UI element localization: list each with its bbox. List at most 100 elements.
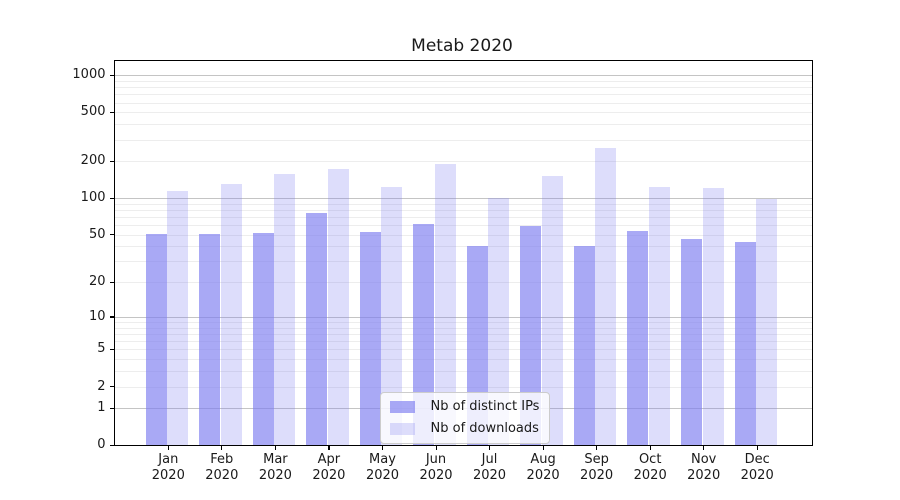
minor-gridline xyxy=(114,94,812,96)
minor-gridline xyxy=(114,371,812,373)
y-tick-2 xyxy=(109,386,115,388)
bar-downloads-oct xyxy=(648,187,670,445)
y-tick-label-100: 100 xyxy=(80,190,106,206)
x-tick-label-jun: Jun 2020 xyxy=(419,452,453,483)
x-tick-jun xyxy=(435,445,437,450)
legend-item-downloads: Nb of downloads xyxy=(389,421,540,436)
major-gridline xyxy=(114,316,812,318)
minor-gridline xyxy=(114,282,812,284)
y-tick-100 xyxy=(109,197,115,199)
y-tick-label-500: 500 xyxy=(80,104,106,120)
bar-distinct-ips-may xyxy=(359,231,381,445)
minor-gridline xyxy=(114,349,812,351)
minor-gridline xyxy=(114,386,812,388)
x-tick-dec xyxy=(756,445,758,450)
minor-gridline xyxy=(114,333,812,335)
legend-label-downloads: Nb of downloads xyxy=(430,421,539,436)
y-tick-5 xyxy=(109,348,115,351)
bar-downloads-sep xyxy=(595,147,617,445)
bar-distinct-ips-feb xyxy=(199,233,221,445)
x-tick-aug xyxy=(542,445,544,450)
bar-downloads-jul xyxy=(488,197,510,445)
legend-item-distinct-ips: Nb of distinct IPs xyxy=(389,399,540,414)
bar-distinct-ips-jan xyxy=(145,233,167,445)
y-tick-10 xyxy=(109,316,115,318)
x-tick-label-apr: Apr 2020 xyxy=(312,452,346,483)
bar-downloads-dec xyxy=(756,198,778,445)
x-tick-label-nov: Nov 2020 xyxy=(687,452,721,483)
x-tick-apr xyxy=(328,445,330,450)
minor-gridline xyxy=(114,81,812,82)
minor-gridline xyxy=(114,341,812,343)
minor-gridline xyxy=(114,246,812,248)
legend-label-distinct-ips: Nb of distinct IPs xyxy=(430,399,540,414)
minor-gridline xyxy=(114,87,812,89)
plot-area: 0 1 2 5 10 20 50 100 200 500 1000 Jan 2020 Feb 2020 Ma… xyxy=(72,60,813,483)
x-tick-nov xyxy=(703,445,705,450)
minor-gridline xyxy=(114,322,812,323)
legend-swatch-distinct-ips xyxy=(389,400,415,413)
minor-gridline xyxy=(114,217,812,218)
x-tick-label-oct: Oct 2020 xyxy=(633,452,667,483)
y-tick-1 xyxy=(109,407,115,409)
bar-distinct-ips-aug xyxy=(520,226,542,445)
y-tick-label-0: 0 xyxy=(97,437,106,452)
x-tick-label-jan: Jan 2020 xyxy=(151,452,185,483)
x-tick-label-mar: Mar 2020 xyxy=(258,452,292,483)
y-tick-label-2: 2 xyxy=(97,378,106,394)
minor-gridline xyxy=(114,139,812,141)
chart-title: Metab 2020 xyxy=(411,36,513,56)
minor-gridline xyxy=(114,112,812,114)
y-tick-label-5: 5 xyxy=(97,341,106,357)
bar-downloads-nov xyxy=(702,188,724,445)
bar-downloads-jun xyxy=(434,164,456,445)
y-tick-0 xyxy=(109,444,115,446)
y-tick-20 xyxy=(109,281,115,283)
x-tick-may xyxy=(382,445,384,450)
bar-distinct-ips-nov xyxy=(681,239,702,445)
bar-distinct-ips-apr xyxy=(306,212,328,445)
bar-downloads-feb xyxy=(220,183,242,445)
x-tick-oct xyxy=(649,445,651,450)
minor-gridline xyxy=(114,359,812,361)
legend-swatch-downloads xyxy=(389,422,415,435)
major-gridline xyxy=(114,198,812,200)
minor-gridline xyxy=(114,124,812,126)
minor-gridline xyxy=(114,203,812,205)
x-tick-label-jul: Jul 2020 xyxy=(472,452,507,483)
y-tick-label-50: 50 xyxy=(88,226,106,242)
y-tick-label-1000: 1000 xyxy=(72,67,106,83)
minor-gridline xyxy=(114,327,812,329)
x-tick-label-feb: Feb 2020 xyxy=(205,452,239,483)
minor-gridline xyxy=(114,261,812,263)
bar-downloads-mar xyxy=(274,173,296,445)
y-tick-500 xyxy=(109,111,115,114)
bar-distinct-ips-sep xyxy=(573,246,595,445)
bar-distinct-ips-dec xyxy=(734,241,756,445)
x-tick-jan xyxy=(167,445,169,450)
x-tick-label-aug: Aug 2020 xyxy=(526,452,560,483)
major-gridline xyxy=(114,75,812,77)
bar-distinct-ips-jun xyxy=(413,224,435,445)
bar-downloads-may xyxy=(381,186,403,445)
bar-downloads-apr xyxy=(327,169,349,445)
y-tick-label-10: 10 xyxy=(88,308,106,324)
legend: Nb of distinct IPs Nb of downloads xyxy=(379,392,551,444)
x-tick-label-dec: Dec 2020 xyxy=(740,452,774,483)
minor-gridline xyxy=(114,225,812,227)
bar-downloads-jan xyxy=(167,190,189,445)
y-tick-label-1: 1 xyxy=(97,400,106,416)
y-tick-1000 xyxy=(109,74,115,76)
x-tick-label-may: May 2020 xyxy=(365,452,400,483)
minor-gridline xyxy=(114,234,812,236)
minor-gridline xyxy=(114,161,812,163)
y-tick-label-200: 200 xyxy=(80,153,106,169)
y-tick-label-20: 20 xyxy=(88,274,106,290)
y-tick-50 xyxy=(109,234,115,236)
x-tick-feb xyxy=(221,445,223,450)
bar-distinct-ips-mar xyxy=(252,232,274,445)
bar-distinct-ips-oct xyxy=(627,230,649,445)
y-tick-200 xyxy=(109,160,115,162)
x-tick-label-sep: Sep 2020 xyxy=(580,452,614,483)
